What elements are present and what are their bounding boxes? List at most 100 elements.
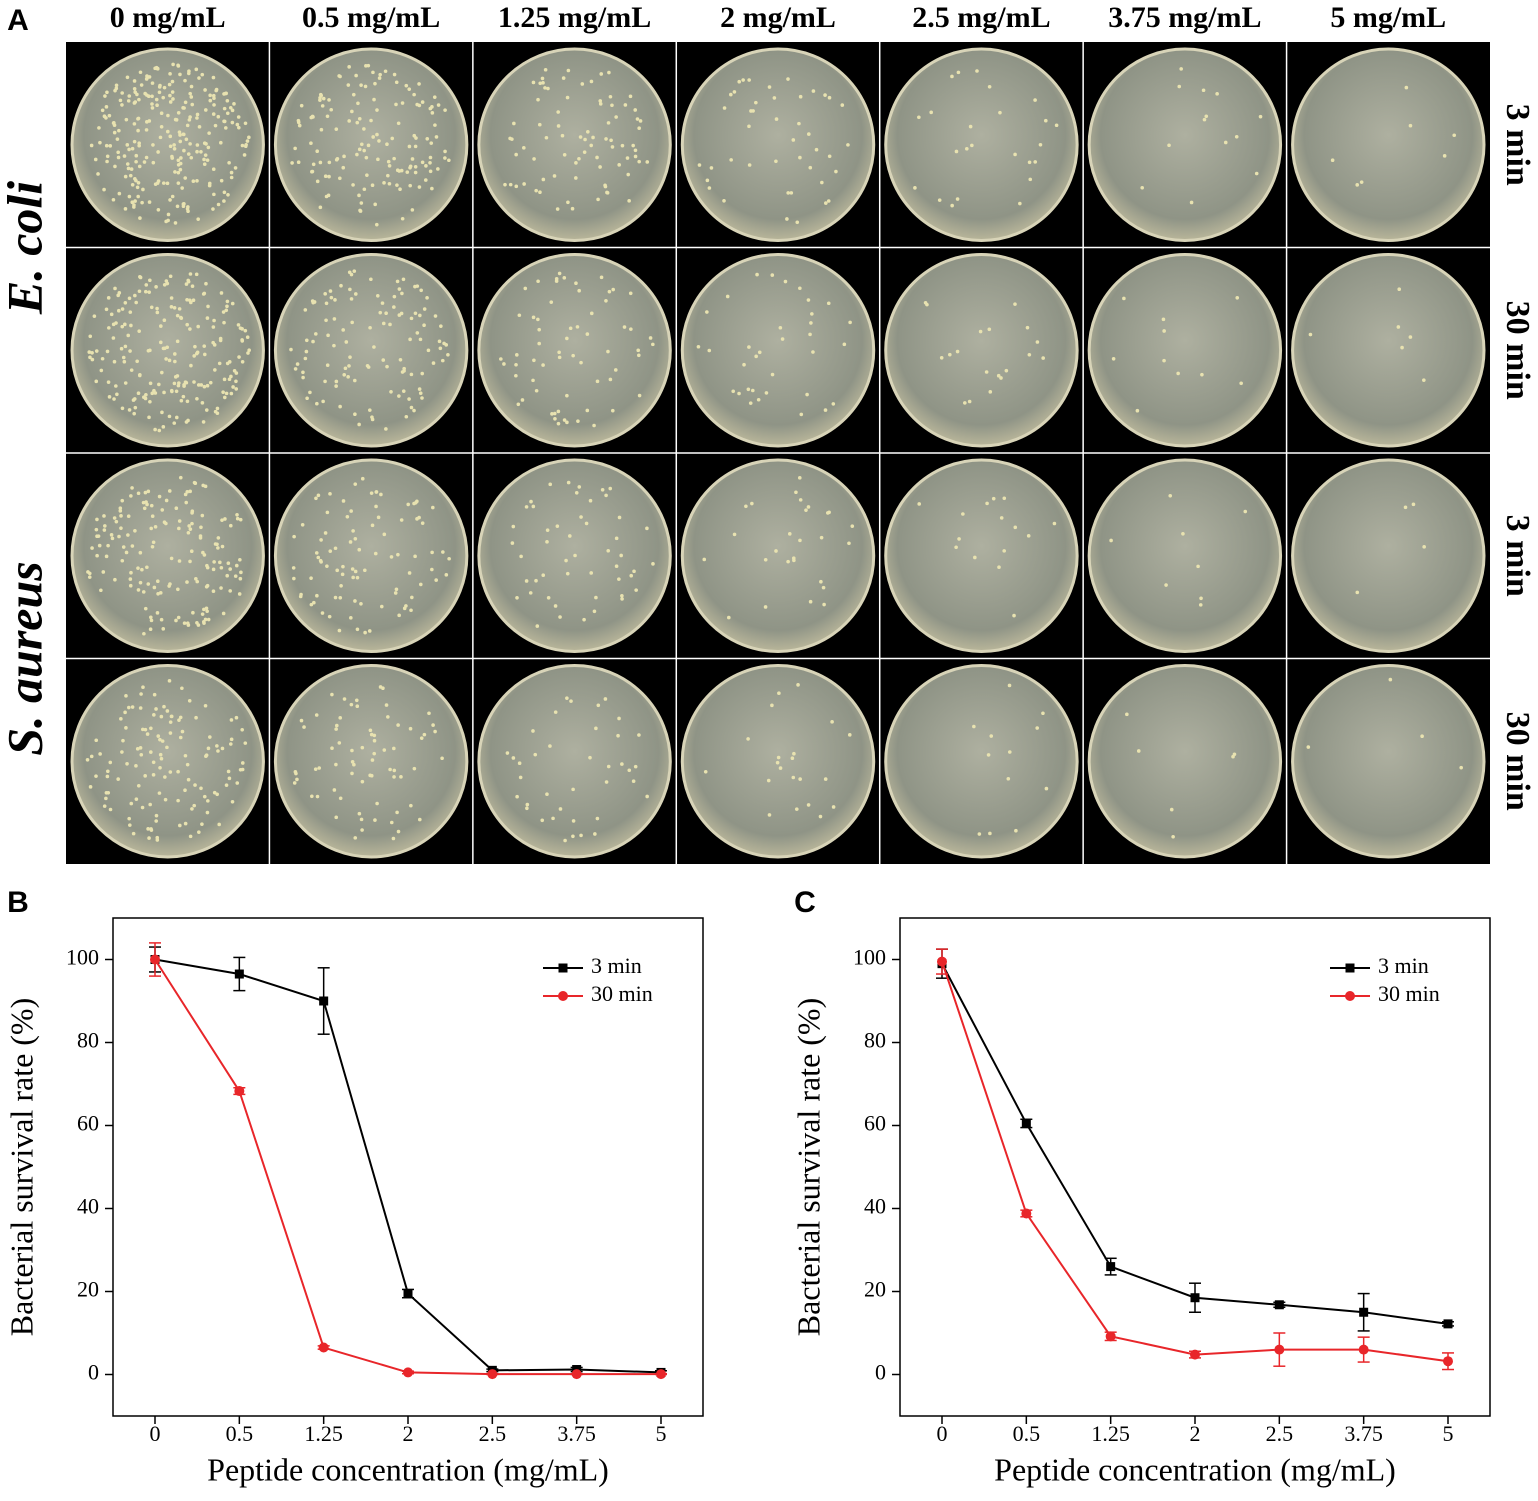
colony	[182, 621, 187, 625]
colony	[243, 741, 248, 745]
colony	[348, 355, 352, 359]
colony	[172, 143, 176, 147]
colony	[585, 332, 590, 336]
colony	[1136, 749, 1141, 753]
colony	[102, 804, 107, 808]
colony	[543, 86, 547, 90]
colony	[1033, 160, 1038, 164]
colony	[571, 353, 575, 358]
colony	[102, 528, 107, 532]
colony	[147, 200, 152, 204]
colony	[194, 577, 198, 581]
colony	[412, 766, 417, 771]
colony	[136, 588, 141, 592]
colony	[133, 90, 137, 94]
colony	[696, 344, 701, 349]
colony	[422, 323, 426, 328]
colony	[805, 392, 809, 397]
colony	[239, 570, 243, 575]
colony	[126, 533, 130, 537]
colony	[188, 527, 193, 531]
colony	[136, 128, 140, 133]
colony	[162, 520, 167, 525]
colony	[160, 739, 165, 743]
colony	[324, 318, 328, 323]
colony	[222, 199, 226, 203]
colony	[316, 555, 321, 560]
colony	[531, 378, 535, 383]
colony	[373, 202, 377, 207]
colony	[373, 818, 377, 822]
colony	[151, 143, 155, 147]
colony	[999, 516, 1004, 520]
colony	[823, 408, 828, 412]
colony	[1308, 332, 1313, 337]
colony	[961, 512, 965, 516]
colony	[219, 178, 224, 183]
colony	[103, 524, 107, 528]
colony	[213, 123, 218, 128]
colony	[562, 418, 567, 422]
colony	[741, 78, 745, 82]
colony	[606, 548, 611, 553]
colony	[330, 746, 334, 750]
colony	[120, 750, 124, 754]
colony	[608, 94, 613, 99]
colony	[215, 744, 219, 748]
colony	[814, 147, 819, 152]
colony	[143, 727, 148, 732]
colony	[343, 366, 348, 371]
colony	[1179, 67, 1183, 71]
colony	[503, 182, 507, 187]
colony	[321, 96, 326, 101]
colony	[505, 751, 510, 755]
colony	[207, 131, 211, 135]
colony	[150, 106, 155, 110]
colony	[357, 193, 361, 198]
colony	[228, 105, 233, 110]
colony	[132, 122, 137, 126]
colony	[917, 502, 922, 506]
colony	[1359, 180, 1364, 184]
colony	[106, 769, 110, 774]
colony	[180, 686, 184, 691]
colony	[732, 90, 737, 94]
colony	[408, 726, 413, 731]
colony	[127, 408, 132, 412]
x-tick-label: 2	[1190, 1421, 1201, 1446]
colony	[519, 554, 523, 559]
colony	[783, 279, 788, 284]
colony	[201, 483, 205, 488]
colony	[328, 549, 333, 553]
colony	[955, 349, 960, 354]
colony	[206, 746, 211, 751]
colony	[397, 287, 402, 291]
colony	[363, 568, 367, 573]
colony	[431, 723, 435, 727]
colony	[92, 314, 97, 318]
colony	[778, 766, 783, 770]
colony	[106, 380, 111, 384]
colony	[211, 567, 216, 572]
colony	[365, 173, 369, 177]
colony	[97, 126, 101, 130]
colony	[770, 273, 775, 277]
colony	[324, 301, 329, 306]
colony	[168, 72, 172, 76]
colony	[357, 147, 362, 152]
colony	[315, 401, 319, 406]
colony	[167, 358, 172, 363]
colony	[798, 538, 802, 543]
colony	[1452, 133, 1457, 138]
plate	[70, 47, 265, 242]
colony	[202, 607, 206, 612]
colony	[222, 106, 227, 111]
colony	[304, 349, 309, 354]
colony	[195, 350, 200, 355]
colony	[332, 317, 337, 321]
colony	[217, 361, 222, 366]
colony	[137, 97, 141, 102]
colony	[349, 702, 354, 707]
colony	[138, 70, 143, 75]
colony	[540, 818, 545, 823]
